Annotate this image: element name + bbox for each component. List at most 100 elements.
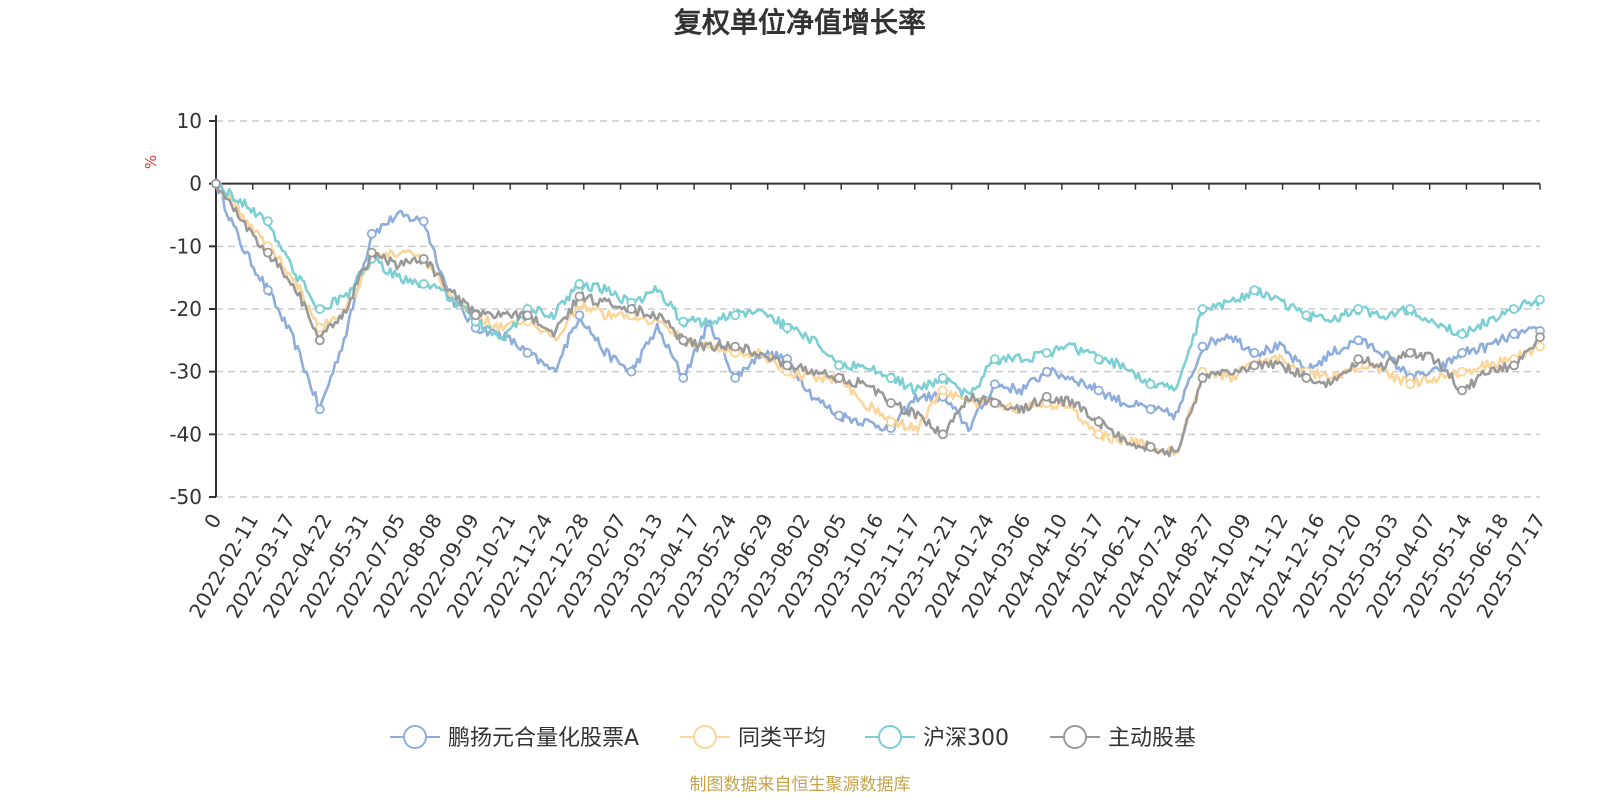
series-point [1509,360,1519,371]
y-tick-label: -10 [169,234,202,258]
series-point [1145,379,1156,390]
series-point [211,178,221,189]
series-point [989,398,1000,408]
series-point [1093,385,1104,396]
legend-label: 主动股基 [1108,726,1196,751]
series-point [730,373,741,383]
series-point [1353,335,1364,346]
y-tick-label: -20 [169,297,202,321]
series-point [938,429,948,440]
series-point [314,335,325,346]
series-point [1301,373,1312,383]
series-point [678,316,689,327]
series-point [1093,429,1104,440]
y-tick-label: 0 [189,172,202,196]
series-point [782,322,793,333]
series-point [418,253,429,264]
legend-item[interactable]: 主动股基 [1050,725,1196,751]
series-point [1457,385,1468,396]
series-point [1457,347,1468,358]
series-point [1457,366,1468,377]
series-point [1405,379,1416,390]
series-point [574,291,585,302]
legend-label: 鹏扬元合量化股票A [448,726,639,751]
series-point [418,216,429,227]
series-point [263,216,273,227]
series-point [730,310,741,321]
series-point [626,366,637,377]
legend-item[interactable]: 同类平均 [680,725,826,751]
series-point [1041,391,1052,402]
legend-item[interactable]: 沪深300 [865,725,1009,751]
series-point [366,228,377,239]
series-point [263,247,273,258]
series-point [574,310,585,321]
data-source-note: 制图数据来自恒生聚源数据库 [690,775,911,795]
series-point [886,373,896,383]
series-point [886,416,896,427]
series-point [1353,304,1364,314]
series-point [1041,366,1052,377]
series-line [214,183,1541,458]
series-point [886,398,896,408]
y-tick-label: -30 [169,360,202,384]
y-tick-label: 10 [177,109,202,133]
y-tick-label: -40 [169,422,202,446]
legend-marker-icon [1063,725,1087,749]
series-point [678,373,689,383]
y-tick-label: -50 [169,485,202,509]
y-axis: 10 0 -10 -20 -30 -40 -50 [169,109,217,509]
series-point [1041,347,1052,358]
x-tick-label: 0 [199,510,226,533]
series-point [678,335,689,346]
x-axis: 02022-02-112022-03-172022-04-222022-05-3… [184,182,1550,622]
series-point [1509,304,1519,314]
series-point [782,360,793,371]
series-point [1509,329,1519,339]
legend-label: 同类平均 [738,726,826,751]
series-point [834,373,844,383]
series-point [522,310,533,321]
series-point [1197,341,1208,352]
series-point [1301,310,1312,321]
series-point [1093,354,1104,365]
series-point [1249,360,1260,371]
legend-item[interactable]: 鹏扬元合量化股票A [390,725,639,751]
series-point [418,279,429,289]
series-point [1197,304,1208,314]
series-point [314,404,325,415]
grid-lines [216,120,1540,498]
series-lines [211,178,1545,458]
series-point [470,310,481,321]
legend-label: 沪深300 [923,726,1009,751]
legend: 鹏扬元合量化股票A 同类平均 沪深300 主动股基 [390,725,1196,751]
series-point [1249,347,1260,358]
series-point [989,354,1000,365]
series-point [938,373,948,383]
series-point [366,247,377,258]
series-point [730,341,741,352]
series-point [1535,332,1545,343]
series-point [1353,354,1364,365]
series-point [1145,441,1156,452]
series-point [834,410,844,421]
series-point [1405,304,1416,314]
series-point [1535,341,1545,352]
chart-title: 复权单位净值增长率 [674,6,926,39]
legend-marker-icon [693,725,717,749]
series-point [314,304,325,314]
series-point [834,360,844,371]
y-axis-unit: % [142,155,160,169]
series-point [263,285,273,296]
series-point [1457,329,1468,339]
series-line [214,183,1541,433]
series-point [1093,416,1104,427]
series-point [1249,285,1260,296]
legend-marker-icon [403,725,427,749]
series-point [1535,294,1545,305]
series-point [522,347,533,358]
series-point [314,322,325,333]
legend-marker-icon [878,725,902,749]
series-point [989,379,1000,390]
